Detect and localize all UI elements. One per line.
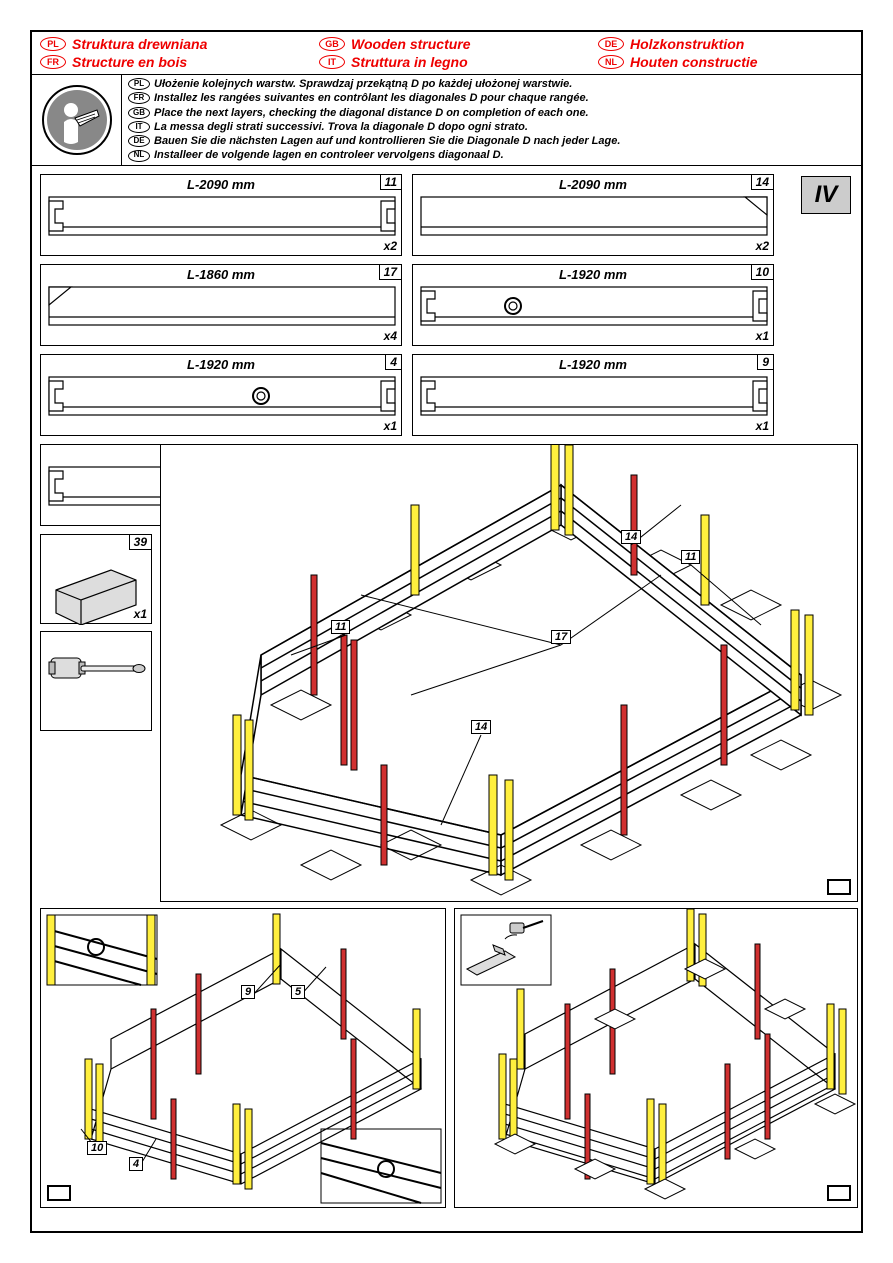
callout: 14 [621,530,641,544]
callout: 10 [87,1141,107,1155]
content-area: IV manualshive.com L-2090 mm11x2L-2090 m… [32,166,861,1216]
plank-icon [41,175,403,257]
lang-pill: FR [40,55,66,69]
title-text: Houten constructie [630,54,758,70]
instruction-pl: PLUłożenie kolejnych warstw. Sprawdzaj p… [128,77,620,91]
lang-pill: GB [319,37,345,51]
instruction-box: PLUłożenie kolejnych warstw. Sprawdzaj p… [32,75,861,166]
part-box-39: 39x1 [40,534,152,624]
title-text: Structure en bois [72,54,187,70]
title-nl: NL Houten constructie [598,54,853,70]
part-box-11: L-2090 mm11x2 [40,174,402,256]
part-box-10: L-1920 mm10x1 [412,264,774,346]
corner-mark [47,1185,71,1201]
instruction-gb: GBPlace the next layers, checking the di… [128,106,620,120]
title-it: IT Struttura in legno [319,54,574,70]
mallet-box [40,631,152,731]
corner-mark [827,1185,851,1201]
plank-icon [413,175,775,257]
manual-page: PL Struktura drewniana GB Wooden structu… [30,30,863,1233]
instruction-it: ITLa messa degli strati successivi. Trov… [128,120,620,134]
title-text: Wooden structure [351,36,471,52]
callout: 11 [681,550,700,564]
plank-icon [41,535,153,625]
part-box-9: L-1920 mm9x1 [412,354,774,436]
assembly-diagram-right [455,909,859,1209]
assembly-diagram-left [41,909,447,1209]
lang-pill: DE [598,37,624,51]
callout: 11 [331,620,350,634]
part-box-4: L-1920 mm4x1 [40,354,402,436]
plank-icon [41,265,403,347]
title-text: Struktura drewniana [72,36,207,52]
title-text: Struttura in legno [351,54,468,70]
lang-pill: NL [598,55,624,69]
lang-pill: PL [40,37,66,51]
assembly-diagram-main [161,445,859,903]
plank-icon [41,355,403,437]
instruction-nl: NLInstalleer de volgende lagen en contro… [128,148,620,162]
callout: 14 [471,720,491,734]
title-header: PL Struktura drewniana GB Wooden structu… [32,32,861,75]
callout: 4 [129,1157,143,1171]
callout: 5 [291,985,305,999]
title-pl: PL Struktura drewniana [40,36,295,52]
read-manual-icon [32,75,122,165]
corner-mark [827,879,851,895]
instruction-text: PLUłożenie kolejnych warstw. Sprawdzaj p… [122,75,626,165]
mallet-icon [41,632,151,728]
title-gb: GB Wooden structure [319,36,574,52]
plank-icon [413,265,775,347]
lang-pill: IT [319,55,345,69]
iso-panel-main: 14 11 11 17 14 [160,444,858,902]
title-de: DE Holzkonstruktion [598,36,853,52]
callout: 9 [241,985,255,999]
part-box-14: L-2090 mm14x2 [412,174,774,256]
plank-icon [413,355,775,437]
part-box-17: L-1860 mm17x4 [40,264,402,346]
callout: 17 [551,630,571,644]
instruction-fr: FRInstallez les rangées suivantes en con… [128,91,620,105]
step-number-badge: IV [801,176,851,214]
title-fr: FR Structure en bois [40,54,295,70]
iso-panel-left: 9 5 10 4 [40,908,446,1208]
iso-panel-right [454,908,858,1208]
instruction-de: DEBauen Sie die nächsten Lagen auf und k… [128,134,620,148]
title-text: Holzkonstruktion [630,36,744,52]
